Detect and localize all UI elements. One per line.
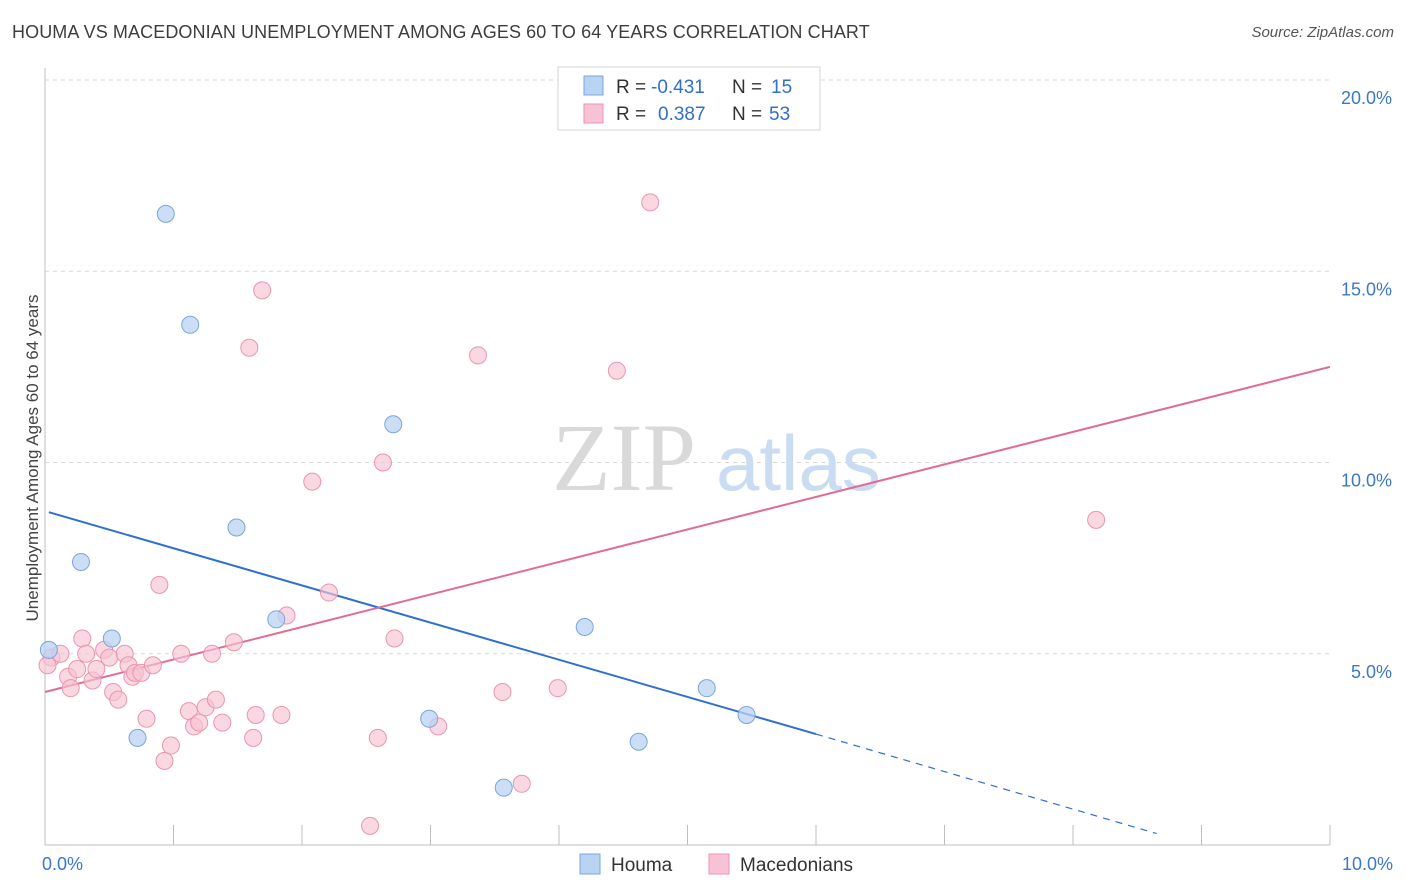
watermark: ZIP atlas <box>552 404 881 511</box>
point-macedonians-41 <box>368 728 387 747</box>
y-tick-label-20: 20.0% <box>1341 88 1392 108</box>
point-houma-3 <box>128 728 147 747</box>
legend-n-label-houma: N = <box>732 77 762 98</box>
point-macedonians-45 <box>469 346 488 365</box>
point-houma-14 <box>737 705 756 724</box>
point-houma-7 <box>267 610 286 629</box>
point-macedonians-26 <box>190 713 209 732</box>
point-macedonians-28 <box>203 644 222 663</box>
point-macedonians-12 <box>109 690 128 709</box>
bottom-legend-swatch-houma <box>579 853 601 875</box>
axis-layer: 5.0% 10.0% 15.0% 20.0% 0.0% 10.0% <box>42 68 1393 874</box>
point-macedonians-49 <box>607 361 626 380</box>
chart-title: HOUMA VS MACEDONIAN UNEMPLOYMENT AMONG A… <box>12 22 870 42</box>
legend-n-label-macedonians: N = <box>732 104 762 125</box>
point-macedonians-48 <box>548 679 567 698</box>
point-houma-12 <box>629 732 648 751</box>
trend-line-macedonians <box>44 365 1331 693</box>
point-macedonians-30 <box>213 713 232 732</box>
point-macedonians-19 <box>143 656 162 675</box>
bottom-legend: Houma Macedonians <box>579 853 853 876</box>
point-houma-13 <box>697 679 716 698</box>
legend-swatch-houma <box>583 75 604 96</box>
point-macedonians-38 <box>303 472 322 491</box>
point-macedonians-8 <box>87 660 106 679</box>
point-macedonians-5 <box>73 629 92 648</box>
point-macedonians-22 <box>161 736 180 755</box>
y-tick-label-5: 5.0% <box>1351 662 1392 682</box>
legend-r-value-houma: -0.431 <box>651 77 705 98</box>
point-macedonians-33 <box>244 728 263 747</box>
top-legend: R = -0.431 N = 15 R = 0.387 N = 53 <box>557 66 821 131</box>
points-layer <box>38 193 1106 835</box>
point-houma-8 <box>384 415 403 434</box>
bottom-legend-swatch-macedonians <box>708 853 730 875</box>
point-macedonians-34 <box>246 705 265 724</box>
point-macedonians-6 <box>77 644 96 663</box>
point-macedonians-46 <box>493 683 512 701</box>
point-macedonians-4 <box>68 660 87 679</box>
y-tick-label-15: 15.0% <box>1341 279 1392 299</box>
bottom-legend-label-macedonians: Macedonians <box>740 855 853 876</box>
source-label: Source: ZipAtlas.com <box>1251 24 1394 41</box>
watermark-zip: ZIP <box>552 404 696 511</box>
point-houma-5 <box>181 315 200 334</box>
point-macedonians-39 <box>319 583 338 602</box>
point-macedonians-18 <box>137 709 156 728</box>
x-tick-label-0: 0.0% <box>42 854 83 874</box>
point-macedonians-21 <box>155 751 174 770</box>
point-houma-9 <box>420 709 439 728</box>
point-macedonians-47 <box>512 774 531 793</box>
bottom-legend-label-houma: Houma <box>611 855 673 876</box>
point-macedonians-3 <box>61 679 80 698</box>
point-macedonians-40 <box>361 816 380 835</box>
trend-line-houma-extension <box>815 733 1157 835</box>
point-macedonians-51 <box>1087 510 1106 529</box>
point-houma-10 <box>494 778 513 797</box>
point-macedonians-42 <box>373 453 392 472</box>
y-tick-label-10: 10.0% <box>1341 471 1392 491</box>
legend-r-value-macedonians: 0.387 <box>658 104 706 125</box>
legend-r-label-macedonians: R = <box>616 104 646 125</box>
point-houma-6 <box>227 518 246 537</box>
point-houma-1 <box>71 552 90 571</box>
legend-r-label-houma: R = <box>616 77 646 98</box>
trend-layer <box>44 365 1331 835</box>
legend-n-value-houma: 15 <box>771 77 792 98</box>
point-macedonians-43 <box>385 629 404 648</box>
point-macedonians-35 <box>253 281 272 300</box>
watermark-atlas: atlas <box>716 419 881 507</box>
legend-n-value-macedonians: 53 <box>769 104 790 125</box>
trend-line-houma <box>48 511 817 736</box>
point-macedonians-10 <box>100 648 119 667</box>
point-macedonians-23 <box>172 644 191 663</box>
point-macedonians-20 <box>150 575 169 594</box>
point-houma-4 <box>156 204 175 223</box>
point-macedonians-36 <box>272 705 291 724</box>
x-tick-label-10: 10.0% <box>1342 854 1393 874</box>
point-houma-2 <box>102 629 121 648</box>
point-macedonians-52 <box>38 656 57 675</box>
legend-swatch-macedonians <box>583 103 604 124</box>
y-axis-label: Unemployment Among Ages 60 to 64 years <box>23 295 42 622</box>
point-houma-11 <box>575 617 594 636</box>
point-macedonians-31 <box>224 633 243 652</box>
point-macedonians-32 <box>240 338 259 357</box>
point-macedonians-50 <box>641 193 660 212</box>
point-houma-0 <box>39 640 58 659</box>
point-macedonians-29 <box>206 690 225 709</box>
